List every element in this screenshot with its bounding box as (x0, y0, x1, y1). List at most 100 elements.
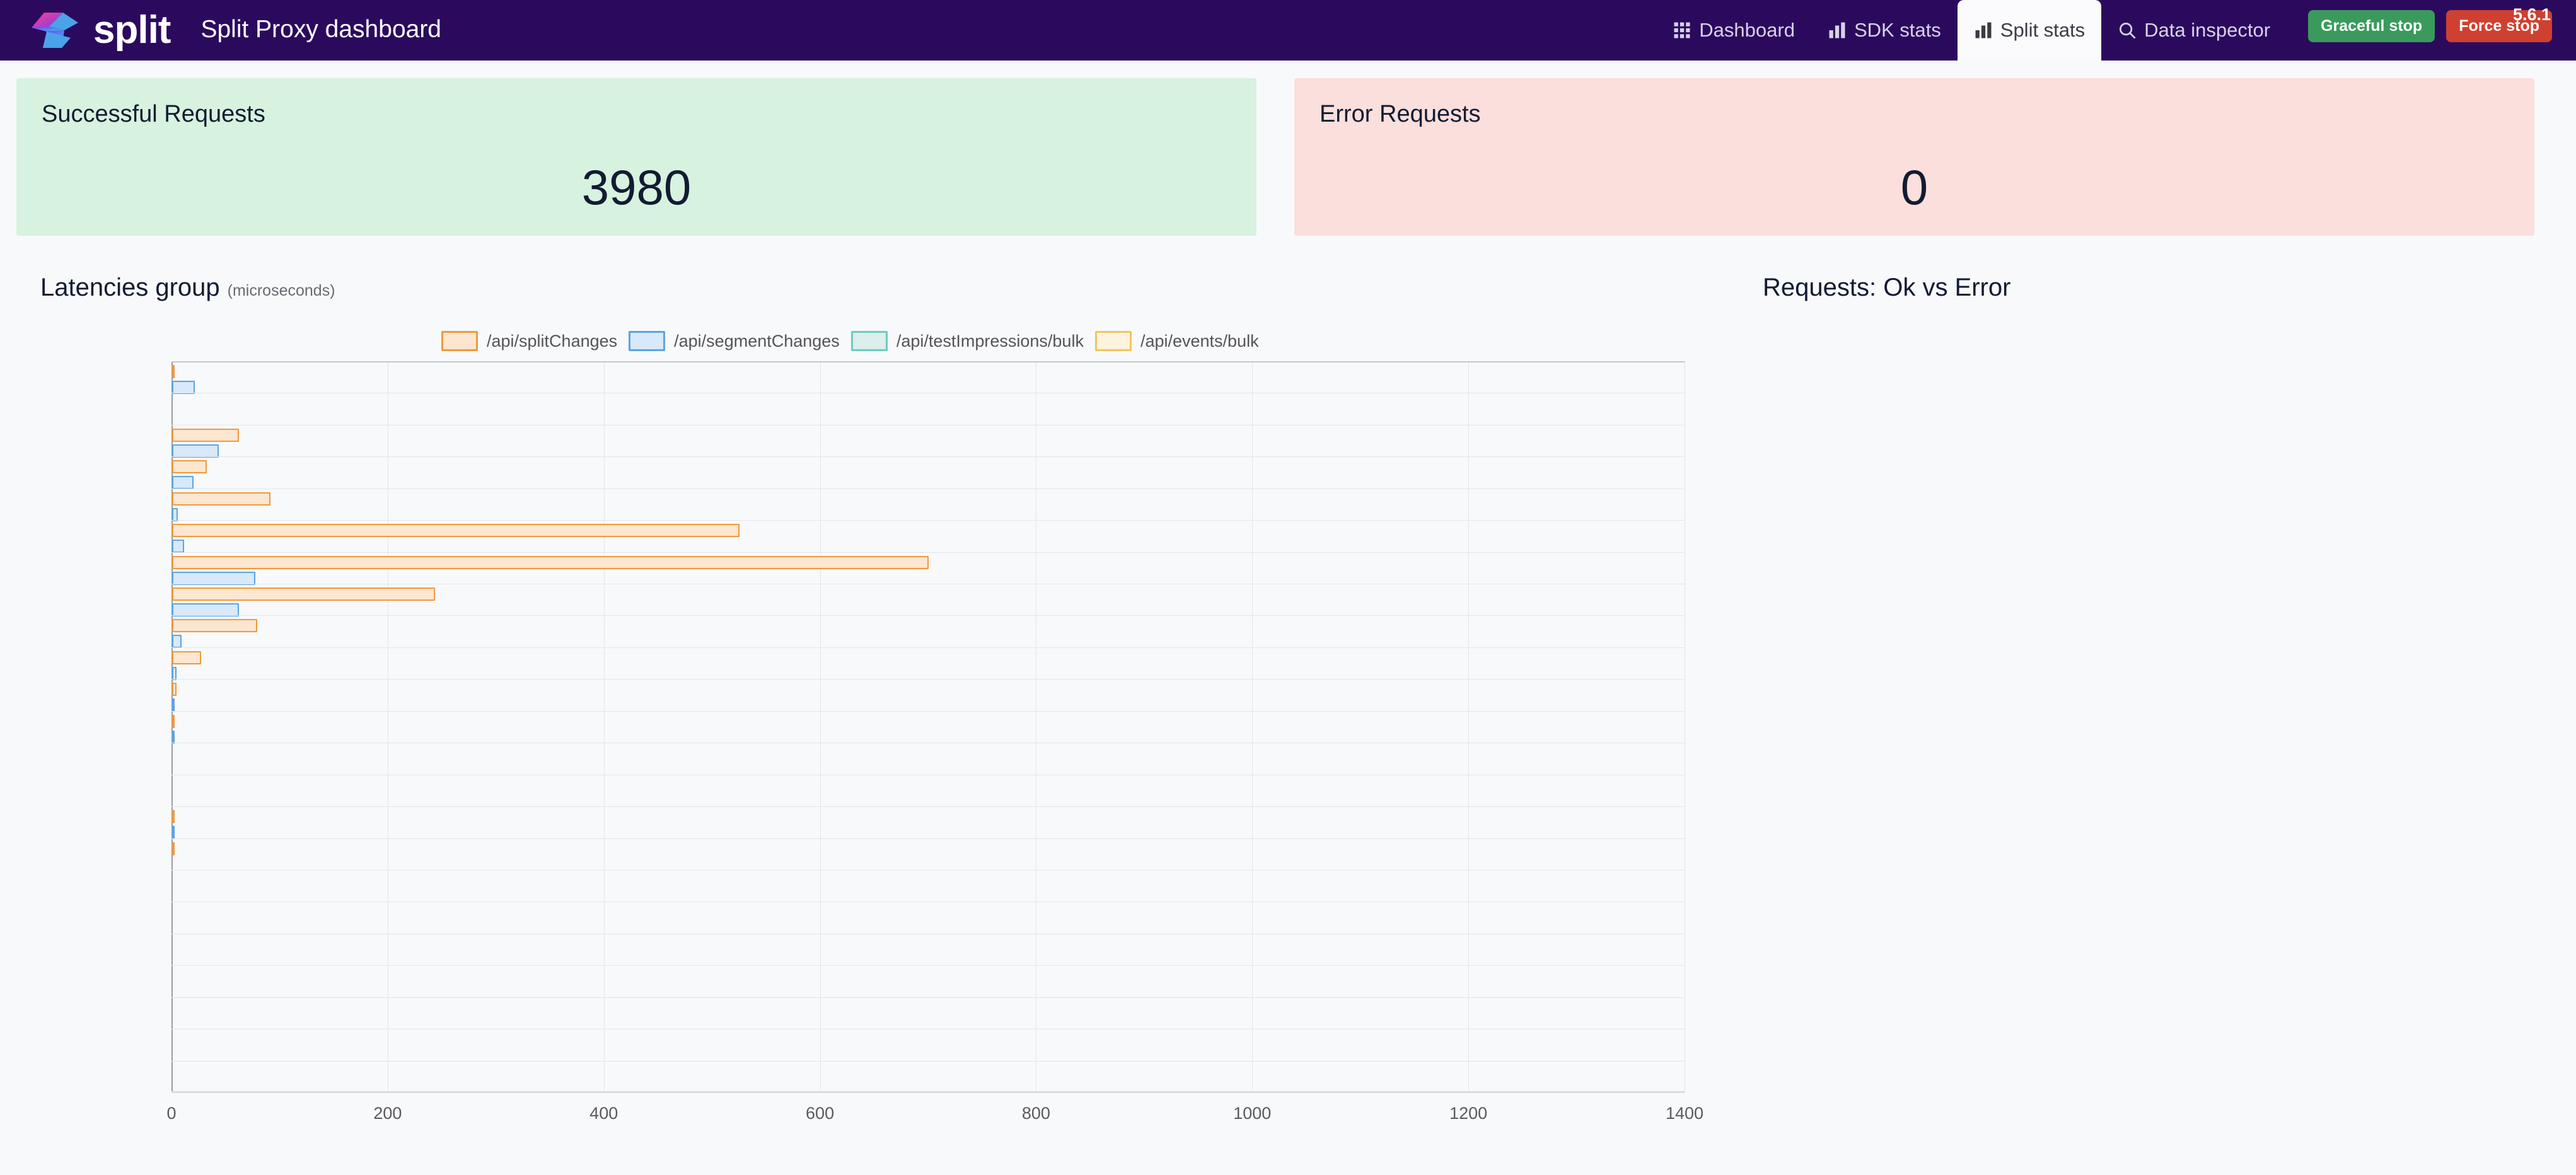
x-tick-label: 1400 (1665, 1104, 1704, 1123)
x-gridline (603, 361, 605, 1092)
x-tick-label: 200 (373, 1104, 402, 1123)
x-tick-label: 600 (806, 1104, 835, 1123)
chart-bar[interactable] (172, 666, 177, 680)
grid-icon (1673, 21, 1691, 40)
panel-title-unit: (microseconds) (227, 282, 335, 299)
chart-bar[interactable] (172, 651, 202, 664)
y-gridline (171, 552, 1685, 553)
y-gridline (171, 965, 1685, 966)
chart-bar[interactable] (172, 635, 182, 649)
chart-bar[interactable] (172, 603, 240, 617)
y-gridline (171, 456, 1685, 458)
y-gridline (171, 901, 1685, 903)
chart-bar[interactable] (172, 714, 175, 728)
bar-chart-icon (1974, 21, 1993, 40)
x-axis-line (171, 1091, 1685, 1093)
latencies-panel-title: Latencies group (microseconds) (0, 274, 1710, 302)
y-gridline (171, 806, 1685, 807)
chart-bar[interactable] (172, 524, 740, 538)
navbar-actions: 5.6.1 Graceful stop Force stop (2287, 0, 2552, 61)
card-value: 0 (1900, 159, 1929, 215)
card-title: Successful Requests (42, 101, 265, 127)
chart-bar[interactable] (172, 460, 207, 474)
x-tick-label: 0 (166, 1104, 177, 1123)
x-tick-label: 800 (1021, 1104, 1050, 1123)
y-gridline (171, 615, 1685, 616)
legend-item[interactable]: /api/events/bulk (1094, 331, 1259, 351)
chart-bar[interactable] (172, 365, 175, 378)
nav-tab-label: Dashboard (1699, 19, 1795, 41)
chart-bar[interactable] (172, 810, 175, 824)
chart-bar[interactable] (172, 428, 240, 442)
chart-legend: /api/splitChanges/api/segmentChanges/api… (0, 331, 1710, 351)
legend-swatch (1094, 331, 1132, 351)
navbar-right: Dashboard SDK stats Split stats (1656, 0, 2576, 61)
x-tick-label: 1000 (1233, 1104, 1272, 1123)
chart-bar[interactable] (172, 730, 175, 744)
requests-panel: Requests: Ok vs Error (1710, 274, 2576, 1105)
version-badge: 5.6.1 (2512, 5, 2551, 24)
chart-bar[interactable] (172, 698, 175, 712)
error-requests-card: Error Requests 0 (1294, 78, 2534, 236)
nav-tab-sdk-stats[interactable]: SDK stats (1811, 0, 1958, 61)
nav-tab-label: Split stats (2000, 19, 2086, 41)
chart-bar[interactable] (172, 683, 177, 697)
nav-tab-label: SDK stats (1854, 19, 1941, 41)
card-title: Error Requests (1320, 101, 1481, 127)
search-icon (2118, 21, 2137, 40)
panel-title-text: Latencies group (40, 274, 220, 301)
y-gridline (171, 520, 1685, 521)
nav-tab-label: Data inspector (2144, 19, 2271, 41)
nav-tab-data-inspector[interactable]: Data inspector (2101, 0, 2287, 61)
legend-swatch (441, 331, 478, 351)
force-stop-button[interactable]: Force stop (2446, 9, 2552, 42)
graceful-stop-button[interactable]: Graceful stop (2308, 9, 2435, 42)
x-tick-label: 400 (589, 1104, 618, 1123)
legend-item[interactable]: /api/testImpressions/bulk (850, 331, 1084, 351)
x-tick-label: 1200 (1449, 1104, 1488, 1123)
chart-bar[interactable] (172, 444, 219, 458)
chart-bar[interactable] (172, 507, 178, 521)
y-gridline (171, 869, 1685, 871)
y-gridline (171, 838, 1685, 839)
x-gridline (820, 361, 821, 1092)
y-gridline (171, 361, 1685, 362)
card-value: 3980 (581, 159, 692, 215)
legend-swatch (850, 331, 888, 351)
chart-bar[interactable] (172, 842, 175, 855)
legend-label: /api/segmentChanges (674, 331, 840, 350)
chart-bar[interactable] (172, 476, 194, 490)
app-title: Split Proxy dashboard (200, 15, 441, 43)
chart-bar[interactable] (172, 826, 175, 840)
bar-chart-icon (1828, 21, 1847, 40)
chart-bar[interactable] (172, 492, 270, 506)
brand-wordmark: split (93, 8, 171, 52)
top-navbar: split Split Proxy dashboard Dashboard (0, 0, 2576, 61)
brand[interactable]: split Split Proxy dashboard (0, 0, 441, 61)
split-logo-icon (32, 13, 78, 48)
chart-bar[interactable] (172, 555, 929, 569)
y-gridline (171, 1060, 1685, 1062)
chart-plot-area (171, 361, 1685, 1093)
latencies-panel: Latencies group (microseconds) /api/spli… (0, 274, 1710, 1123)
legend-swatch (629, 331, 666, 351)
y-gridline (171, 647, 1685, 648)
legend-label: /api/testImpressions/bulk (896, 331, 1084, 350)
chart-bar[interactable] (172, 571, 255, 585)
nav-tabs: Dashboard SDK stats Split stats (1656, 0, 2287, 61)
nav-tab-dashboard[interactable]: Dashboard (1656, 0, 1811, 61)
y-gridline (171, 710, 1685, 712)
legend-label: /api/splitChanges (487, 331, 618, 350)
requests-panel-title: Requests: Ok vs Error (1763, 274, 2011, 301)
chart-bar[interactable] (172, 540, 184, 553)
x-gridline (1468, 361, 1470, 1092)
chart-bar[interactable] (172, 381, 195, 394)
chart-bar[interactable] (172, 619, 258, 633)
y-gridline (171, 679, 1685, 680)
nav-tab-split-stats[interactable]: Split stats (1957, 0, 2102, 61)
x-gridline (1252, 361, 1253, 1092)
legend-item[interactable]: /api/splitChanges (441, 331, 617, 351)
chart-bar[interactable] (172, 588, 435, 601)
legend-item[interactable]: /api/segmentChanges (629, 331, 840, 351)
latencies-chart: 020040060080010001200140010001000-150015… (0, 361, 1710, 1123)
